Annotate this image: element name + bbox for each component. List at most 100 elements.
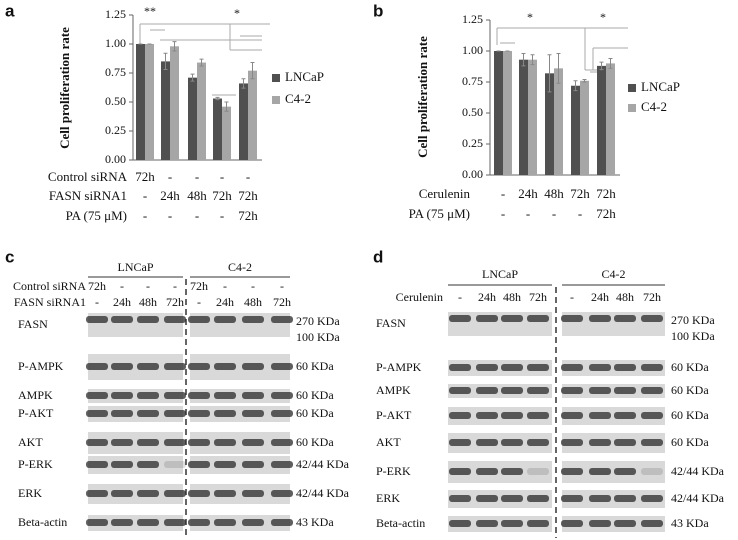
condition-cell: - <box>195 208 199 223</box>
blot-band <box>501 520 523 527</box>
protein-label: AKT <box>376 435 401 449</box>
error-bar <box>190 73 195 82</box>
protein-label: P-AKT <box>376 408 412 422</box>
blot-band <box>614 412 636 419</box>
condition-cell: 24h <box>518 186 538 201</box>
error-bar <box>599 61 604 71</box>
size-label: 60 KDa <box>296 388 334 402</box>
blot-band <box>641 387 663 394</box>
bar <box>161 61 170 160</box>
blot-band <box>561 364 583 371</box>
legend-label: LNCaP <box>285 69 324 84</box>
size-label: 43 KDa <box>671 516 709 530</box>
size-label: 270 KDa <box>671 313 715 327</box>
y-tick-label: 0.75 <box>462 74 483 88</box>
blot-band <box>242 316 264 323</box>
group-label: C4-2 <box>602 267 626 281</box>
error-bar <box>608 57 613 69</box>
bar <box>145 44 154 160</box>
condition-label: Control siRNA <box>13 279 86 293</box>
y-tick-label: 0.25 <box>105 123 126 137</box>
blot-band <box>476 520 498 527</box>
size-label: 100 KDa <box>296 330 340 344</box>
blot-band <box>641 495 663 502</box>
condition-cell: 48h <box>139 295 157 309</box>
bar <box>213 98 222 160</box>
condition-cell: 72h <box>238 208 258 223</box>
blot-strip <box>562 407 665 425</box>
blot-band <box>137 392 159 399</box>
blot-band <box>188 392 210 399</box>
condition-cell: 72h <box>212 188 232 203</box>
y-tick-label: 0.75 <box>105 65 126 79</box>
size-label: 42/44 KDa <box>671 464 725 478</box>
blot-band <box>527 468 549 475</box>
bar <box>503 51 512 175</box>
condition-cell: 48h <box>616 290 634 304</box>
condition-cell: - <box>95 295 99 309</box>
blot-strip <box>190 515 290 531</box>
condition-cell: - <box>246 169 250 184</box>
blot-band <box>188 439 210 446</box>
blot-band <box>137 363 159 370</box>
condition-cell: - <box>458 290 462 304</box>
panel-letter: a <box>5 1 15 20</box>
blot-band <box>214 410 236 417</box>
blot-band <box>271 490 293 497</box>
protein-label: P-ERK <box>376 464 411 478</box>
blot-strip <box>190 456 290 474</box>
error-bar <box>547 54 552 93</box>
error-bar <box>521 52 526 67</box>
error-bar <box>582 79 587 83</box>
blot-band <box>188 519 210 526</box>
blot-band <box>561 315 583 322</box>
blot-band <box>527 315 549 322</box>
blot-strip <box>448 407 552 425</box>
blot-strip <box>88 432 183 454</box>
blot-band <box>242 490 264 497</box>
blot-band <box>164 363 186 370</box>
condition-cell: - <box>570 290 574 304</box>
blot-band <box>476 412 498 419</box>
blot-band <box>561 387 583 394</box>
condition-cell: - <box>578 206 582 221</box>
blot-strip <box>562 516 665 532</box>
error-bar <box>573 80 578 92</box>
blot-band <box>242 519 264 526</box>
bar <box>606 63 615 175</box>
blot-strip <box>190 406 290 422</box>
blot-strip <box>562 490 665 508</box>
y-axis-label: Cell proliferation rate <box>415 36 430 158</box>
blot-strip <box>448 461 552 483</box>
condition-cell: - <box>168 208 172 223</box>
size-label: 100 KDa <box>671 329 715 343</box>
condition-cell: 72h <box>273 295 291 309</box>
blot-band <box>641 315 663 322</box>
blot-band <box>242 461 264 468</box>
blot-band <box>188 461 210 468</box>
size-label: 42/44 KDa <box>296 486 350 500</box>
blot-band <box>561 412 583 419</box>
bar <box>222 106 231 160</box>
error-bar <box>250 62 255 80</box>
protein-label: FASN <box>376 316 406 330</box>
condition-label: PA (75 μM) <box>409 206 470 221</box>
panel-letter: d <box>373 247 383 266</box>
condition-cell: 72h <box>166 295 184 309</box>
blot-band <box>111 392 133 399</box>
significance: ** <box>144 4 156 18</box>
size-label: 60 KDa <box>296 359 334 373</box>
condition-label: PA (75 μM) <box>66 208 127 223</box>
y-tick-label: 1.25 <box>462 12 483 26</box>
blot-band <box>561 468 583 475</box>
condition-cell: 72h <box>238 188 258 203</box>
condition-cell: - <box>120 279 124 293</box>
blot-band <box>242 363 264 370</box>
blot-band <box>271 410 293 417</box>
blot-strip <box>562 433 665 453</box>
significance: * <box>600 10 606 24</box>
y-tick-label: 0.50 <box>462 105 483 119</box>
blot-band <box>527 364 549 371</box>
blot-band <box>501 387 523 394</box>
blot-band <box>589 520 611 527</box>
